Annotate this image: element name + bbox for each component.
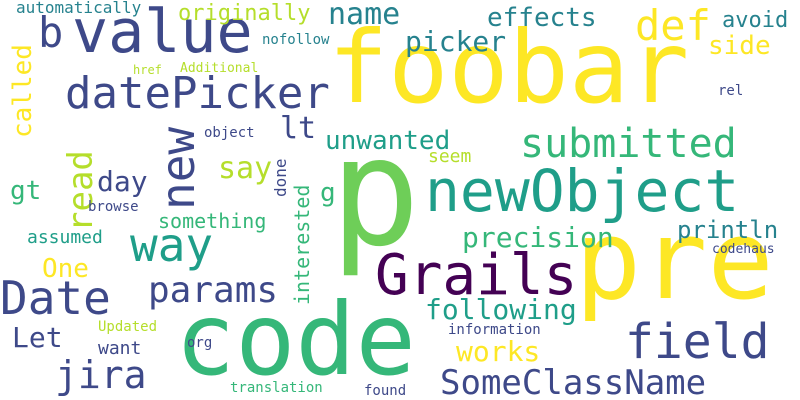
word-Updated: Updated bbox=[98, 319, 158, 335]
word-translation: translation bbox=[230, 380, 323, 396]
word-pre: pre bbox=[575, 196, 774, 324]
word-following: following bbox=[425, 293, 577, 326]
word-day: day bbox=[97, 165, 148, 198]
word-originally: originally bbox=[178, 1, 311, 26]
word-avoid: avoid bbox=[722, 8, 789, 33]
word-b: b bbox=[38, 8, 64, 57]
word-something: something bbox=[158, 209, 267, 233]
word-side: side bbox=[708, 31, 771, 61]
word-value: value bbox=[72, 0, 253, 67]
word-foobar: foobar bbox=[328, 9, 690, 126]
word-def: def bbox=[635, 1, 711, 50]
word-rel: rel bbox=[718, 83, 744, 99]
word-effects: effects bbox=[487, 3, 597, 33]
word-name: name bbox=[328, 0, 401, 32]
word-Grails: Grails bbox=[375, 243, 578, 308]
word-params: params bbox=[148, 270, 279, 311]
word-automatically: automatically bbox=[16, 0, 142, 17]
word-datePicker: datePicker bbox=[65, 68, 330, 119]
word-picker: picker bbox=[405, 25, 507, 58]
word-codehaus: codehaus bbox=[712, 242, 775, 257]
word-say: say bbox=[218, 151, 273, 186]
word-submitted: submitted bbox=[520, 121, 737, 167]
word-precision: precision bbox=[462, 221, 614, 254]
word-jira: jira bbox=[55, 353, 147, 397]
word-Let: Let bbox=[12, 321, 63, 354]
word-gt: gt bbox=[10, 176, 42, 206]
word-nofollow: nofollow bbox=[262, 32, 330, 48]
word-Additional: Additional bbox=[180, 61, 259, 76]
word-println: println bbox=[677, 216, 779, 244]
word-org: org bbox=[187, 335, 213, 351]
word-want: want bbox=[98, 338, 142, 359]
word-seem: seem bbox=[428, 146, 472, 167]
word-information: information bbox=[448, 322, 541, 338]
word-called: called bbox=[8, 44, 38, 138]
word-way: way bbox=[130, 218, 214, 272]
word-g: g bbox=[320, 178, 336, 208]
word-found: found bbox=[364, 383, 407, 399]
word-field: field bbox=[625, 314, 770, 370]
word-new: new bbox=[151, 126, 205, 210]
word-code: code bbox=[175, 281, 416, 398]
word-newObject: newObject bbox=[425, 157, 740, 225]
word-lt: lt bbox=[280, 111, 317, 146]
word-works: works bbox=[456, 335, 541, 368]
word-read: read bbox=[61, 150, 101, 232]
word-assumed: assumed bbox=[27, 227, 103, 248]
word-One: One bbox=[42, 254, 89, 284]
word-done: done bbox=[271, 158, 290, 197]
word-browse: browse bbox=[88, 199, 139, 215]
word-p: p bbox=[330, 106, 421, 280]
word-SomeClassName: SomeClassName bbox=[440, 363, 707, 400]
word-Date: Date bbox=[0, 271, 111, 325]
word-object: object bbox=[204, 125, 255, 141]
word-href: href bbox=[133, 63, 162, 77]
word-interested: interested bbox=[290, 184, 314, 305]
word-unwanted: unwanted bbox=[325, 126, 451, 156]
